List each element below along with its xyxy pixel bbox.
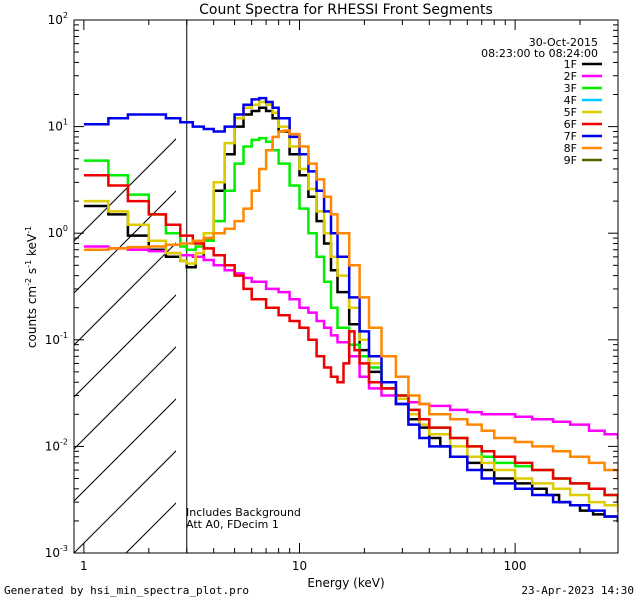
y-axis-label-exp-1: -2: [24, 278, 33, 286]
legend-label-5F: 5F: [564, 106, 577, 119]
y-axis-label-part-3: keV: [25, 233, 39, 260]
hatch-line: [74, 398, 176, 502]
y-tick-label: 10-2: [45, 437, 68, 453]
hatched-region: [74, 20, 640, 553]
y-tick-label: 102: [48, 11, 68, 27]
series-5F: [83, 100, 618, 512]
y-tick-base: 10: [48, 120, 63, 134]
footer-timestamp: 23-Apr-2023 14:30: [521, 584, 634, 597]
series-7F: [83, 96, 618, 523]
x-tick-label: 1: [80, 559, 88, 573]
y-tick-exp: 0: [63, 224, 68, 233]
y-tick-exp: -1: [60, 331, 68, 340]
series-layer: [83, 96, 618, 523]
date-label: 30-Oct-2015: [529, 36, 598, 49]
y-tick-exp: 2: [63, 11, 68, 20]
legend-label-9F: 9F: [564, 154, 577, 167]
hatch-line: [74, 294, 176, 398]
hatch-line: [438, 20, 640, 553]
footer-generated-by: Generated by hsi_min_spectra_plot.pro: [4, 584, 250, 597]
y-tick-base: 10: [45, 546, 60, 560]
hatch-line: [74, 242, 176, 346]
series-1F: [83, 106, 618, 523]
y-tick-label: 10-1: [45, 331, 68, 347]
y-tick-exp: -2: [60, 437, 68, 446]
x-axis-label: Energy (keV): [307, 576, 384, 590]
x-tick-label: 100: [504, 559, 527, 573]
y-tick-base: 10: [48, 13, 63, 27]
x-tick-labels: 1 10 100: [80, 559, 527, 573]
annotation-background: Includes Background: [186, 506, 301, 519]
legend-label-6F: 6F: [564, 118, 577, 131]
plot-frame: [73, 19, 619, 554]
y-axis-label: counts cm-2 s-1 keV-1: [24, 226, 39, 348]
x-tick-label: 10: [292, 559, 307, 573]
y-tick-label: 101: [48, 118, 68, 134]
chart-title: Count Spectra for RHESSI Front Segments: [199, 2, 493, 18]
hatch-line: [230, 20, 640, 553]
y-tick-exp: -3: [60, 544, 68, 553]
series-8F: [83, 129, 618, 480]
series-6F: [83, 173, 618, 504]
series-2F: [83, 245, 618, 440]
y-axis-label-exp-2: -1: [24, 260, 33, 268]
y-axis-label-exp-3: -1: [24, 226, 33, 234]
y-tick-label: 100: [48, 224, 68, 240]
legend-label-4F: 4F: [564, 94, 577, 107]
hatch-line: [74, 450, 176, 553]
legend-label-1F: 1F: [564, 58, 577, 71]
series-3F: [83, 136, 618, 504]
y-tick-exp: 1: [63, 118, 68, 127]
y-axis-label-part-2: s: [25, 268, 39, 278]
annotation-attenuator: Att A0, FDecim 1: [186, 518, 279, 531]
legend-label-2F: 2F: [564, 70, 577, 83]
time-range-label: 08:23:00 to 08:24:00: [481, 47, 598, 60]
axis-ticks: [74, 20, 619, 554]
y-axis-label-part-1: counts cm: [25, 286, 39, 348]
y-tick-label: 10-3: [45, 544, 68, 560]
legend-label-7F: 7F: [564, 130, 577, 143]
hatch-line: [74, 190, 176, 294]
legend-label-8F: 8F: [564, 142, 577, 155]
y-tick-base: 10: [45, 439, 60, 453]
legend-label-3F: 3F: [564, 82, 577, 95]
y-tick-base: 10: [45, 333, 60, 347]
y-tick-base: 10: [48, 226, 63, 240]
